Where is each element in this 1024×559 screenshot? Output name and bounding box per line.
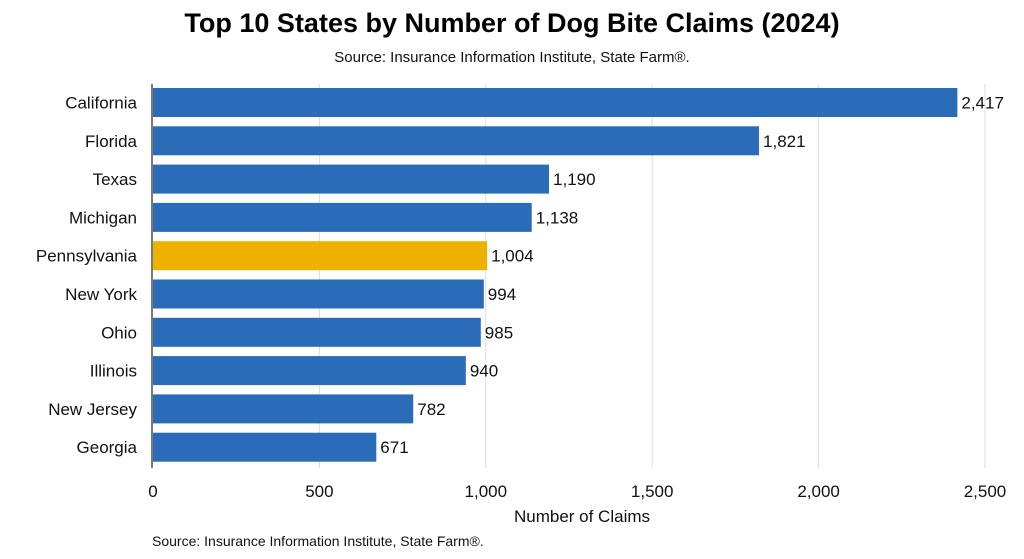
- data-label: 1,138: [536, 208, 579, 227]
- bar-new-york: [153, 279, 484, 309]
- x-tick-label: 1,500: [631, 482, 674, 501]
- bar-georgia: [153, 432, 377, 462]
- data-label: 985: [485, 323, 513, 342]
- y-category-label: New York: [65, 285, 137, 304]
- chart-footer-source: Source: Insurance Information Institute,…: [152, 533, 484, 549]
- bar-michigan: [153, 202, 532, 232]
- y-category-label: Florida: [85, 132, 138, 151]
- data-label: 782: [417, 400, 445, 419]
- bar-texas: [153, 164, 550, 194]
- x-tick-label: 2,500: [964, 482, 1007, 501]
- x-tick-label: 0: [148, 482, 157, 501]
- data-label: 2,417: [961, 94, 1004, 113]
- x-axis-label: Number of Claims: [514, 507, 650, 526]
- bar-new-jersey: [153, 394, 414, 424]
- x-tick-label: 500: [305, 482, 333, 501]
- y-category-label: Ohio: [101, 323, 137, 342]
- y-category-label: Illinois: [90, 362, 137, 381]
- y-category-label: California: [65, 94, 137, 113]
- bar-illinois: [153, 356, 466, 386]
- x-tick-label: 2,000: [797, 482, 840, 501]
- data-label: 994: [488, 285, 516, 304]
- y-category-label: Pennsylvania: [36, 247, 138, 266]
- y-category-label: New Jersey: [48, 400, 137, 419]
- y-category-label: Georgia: [77, 438, 138, 457]
- chart-subtitle: Source: Insurance Information Institute,…: [334, 49, 690, 66]
- x-tick-label: 1,000: [465, 482, 508, 501]
- bar-ohio: [153, 317, 481, 347]
- data-label: 940: [470, 362, 498, 381]
- y-category-label: Michigan: [69, 208, 137, 227]
- data-label: 671: [380, 438, 408, 457]
- data-label: 1,190: [553, 170, 596, 189]
- chart-title: Top 10 States by Number of Dog Bite Clai…: [184, 8, 840, 38]
- bar-pennsylvania: [153, 241, 488, 271]
- bar-california: [153, 88, 958, 117]
- y-category-label: Texas: [93, 170, 137, 189]
- data-label: 1,004: [491, 247, 534, 266]
- bar-florida: [153, 126, 760, 156]
- data-label: 1,821: [763, 132, 806, 151]
